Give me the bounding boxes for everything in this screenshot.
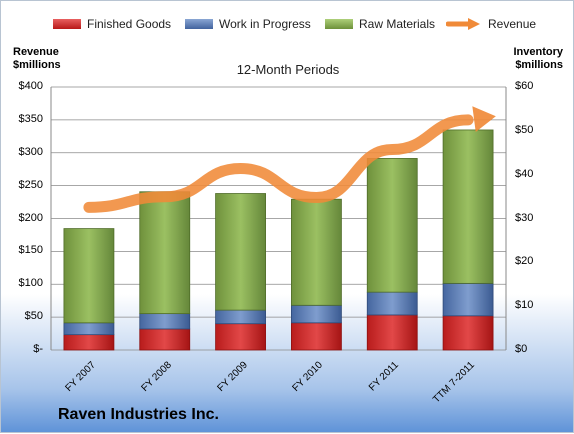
legend-finished-goods: Finished Goods xyxy=(53,17,171,31)
right-axis-title-line1: Inventory xyxy=(513,46,563,58)
left-tick-label: $300 xyxy=(18,145,43,158)
company-name: Raven Industries Inc. xyxy=(58,406,219,423)
legend: Finished Goods Work in Progress Raw Mate… xyxy=(1,7,574,41)
left-tick-label: $200 xyxy=(18,211,43,224)
bar-finished-goods xyxy=(139,328,191,351)
left-axis-title: Revenue $millions xyxy=(13,46,61,72)
legend-arrow-icon xyxy=(446,18,480,30)
bar-work-in-progress xyxy=(63,322,115,336)
bar-finished-goods xyxy=(291,322,342,351)
bar-raw-materials xyxy=(442,129,494,284)
right-axis-title: Inventory $millions xyxy=(513,46,563,72)
bar-raw-materials xyxy=(63,228,115,324)
right-tick-label: $50 xyxy=(515,123,534,136)
bar-raw-materials xyxy=(215,193,266,311)
left-tick-label: $100 xyxy=(18,277,43,290)
bars xyxy=(63,129,494,351)
bar-finished-goods xyxy=(215,323,266,351)
right-tick-label: $0 xyxy=(515,343,528,355)
left-tick-label: $- xyxy=(33,343,43,355)
revenue-line-path xyxy=(83,114,474,213)
legend-raw-materials: Raw Materials xyxy=(325,17,435,31)
right-tick-label: $40 xyxy=(515,167,534,180)
right-tick-label: $20 xyxy=(515,255,534,268)
chart-subtitle: 12-Month Periods xyxy=(236,62,340,77)
bar-finished-goods xyxy=(366,314,418,351)
bar-finished-goods xyxy=(63,334,115,351)
right-tick-label: $60 xyxy=(515,80,534,92)
legend-label-work-in-progress: Work in Progress xyxy=(219,17,311,31)
legend-label-revenue: Revenue xyxy=(488,17,537,31)
bar-finished-goods xyxy=(442,315,494,351)
legend-swatch-finished-goods xyxy=(53,19,81,29)
bar-work-in-progress xyxy=(366,291,418,316)
bar-raw-materials xyxy=(291,198,342,306)
revenue-line xyxy=(83,106,496,213)
legend-label-finished-goods: Finished Goods xyxy=(87,17,172,31)
bar-raw-materials xyxy=(366,158,418,293)
left-tick-label: $50 xyxy=(24,310,43,323)
legend-revenue: Revenue xyxy=(446,17,536,31)
left-tick-label: $400 xyxy=(18,80,43,92)
legend-swatch-work-in-progress xyxy=(185,19,213,29)
legend-label-raw-materials: Raw Materials xyxy=(359,17,436,31)
left-tick-label: $250 xyxy=(18,178,43,191)
right-tick-label: $10 xyxy=(515,299,534,312)
right-axis-title-line2: $millions xyxy=(515,59,563,71)
grid xyxy=(50,86,507,351)
legend-work-in-progress: Work in Progress xyxy=(185,17,311,31)
left-axis-title-line2: $millions xyxy=(13,59,61,71)
bar-work-in-progress xyxy=(291,304,342,324)
left-tick-label: $150 xyxy=(18,244,43,257)
bar-work-in-progress xyxy=(215,309,266,325)
bar-raw-materials xyxy=(139,191,191,315)
legend-swatch-raw-materials xyxy=(325,19,353,29)
left-axis-title-line1: Revenue xyxy=(13,46,59,58)
left-tick-label: $350 xyxy=(18,112,43,125)
revenue-arrowhead xyxy=(472,106,496,132)
right-tick-label: $30 xyxy=(515,211,534,224)
bar-work-in-progress xyxy=(139,313,191,330)
bar-work-in-progress xyxy=(442,282,494,317)
